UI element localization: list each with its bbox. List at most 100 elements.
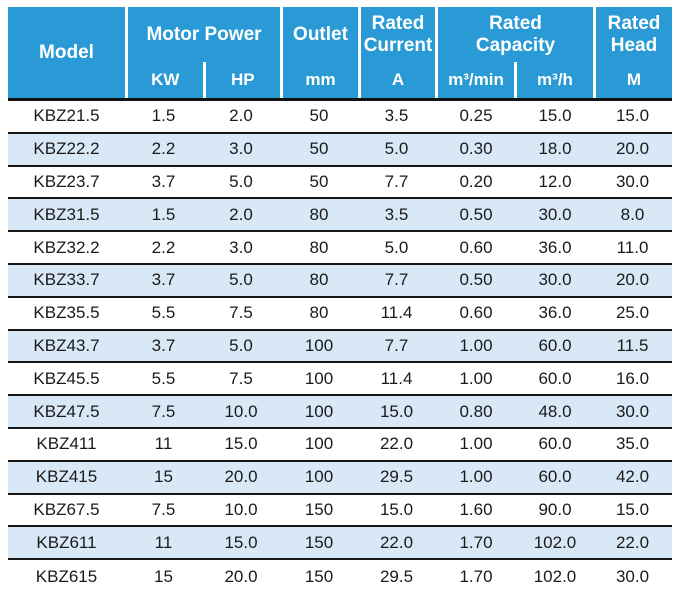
table-cell: 60.0 [538,434,572,454]
table-cell: 80 [309,270,329,290]
table-cell: 22.0 [379,532,414,552]
table-cell: 15.0 [538,106,572,126]
table-cell: KBZ411 [36,434,97,454]
table-cell: 0.60 [459,303,493,323]
table-cell: KBZ615 [35,566,98,586]
table-cell: 3.0 [229,237,253,257]
table-cell: 7.7 [384,335,409,355]
table-cell: 42.0 [615,467,650,487]
table-cell: 11 [154,532,173,552]
table-row: KBZ43.7 3.7 5.0 100 7.7 1.00 60.0 11.5 [8,330,672,364]
table-cell: 15.0 [379,499,414,519]
table-cell: 29.5 [379,467,414,487]
table-row: KBZ415 15 20.0 100 29.5 1.00 60.0 42.0 [8,461,672,495]
table-cell: 0.80 [459,401,493,421]
table-body: KBZ21.5 1.5 2.0 50 3.5 0.25 15.0 15.0 KB… [8,101,672,593]
table-cell: 10.0 [224,499,258,519]
table-cell: 5.0 [229,270,253,290]
header-model: Model [8,7,125,98]
table-cell: 1.00 [459,335,493,355]
table-cell: 29.5 [379,566,414,586]
table-cell: KBZ45.5 [33,368,100,388]
table-cell: 1.70 [459,532,493,552]
table-cell: 100 [304,434,334,454]
table-cell: 36.0 [538,303,572,323]
table-header: Model Motor Power KW HP Outlet mm Rated … [8,7,672,101]
header-current-unit: A [361,62,435,98]
table-row: KBZ35.5 5.5 7.5 80 11.4 0.60 36.0 25.0 [8,297,672,331]
table-cell: 7.5 [151,401,176,421]
table-cell: 0.25 [459,106,493,126]
table-cell: 50 [309,139,329,159]
table-cell: 25.0 [615,303,650,323]
table-cell: 5.0 [229,171,253,191]
header-rated-head-label: Rated Head [596,7,672,62]
table-cell: 0.50 [459,270,493,290]
table-cell: 11 [154,434,173,454]
table-row: KBZ22.2 2.2 3.0 50 5.0 0.30 18.0 20.0 [8,133,672,167]
table-cell: 30.0 [615,566,650,586]
table-cell: KBZ32.2 [33,237,100,257]
table-cell: 100 [304,368,334,388]
table-cell: 1.5 [151,204,176,224]
spec-table: Model Motor Power KW HP Outlet mm Rated … [8,7,672,593]
header-outlet-unit: mm [283,62,358,98]
table-cell: KBZ23.7 [33,171,100,191]
table-cell: 11.4 [380,303,413,323]
table-cell: 7.5 [229,303,253,323]
table-cell: 15.0 [615,499,650,519]
table-cell: 20.0 [224,467,258,487]
table-cell: 22.0 [379,434,414,454]
table-cell: 50 [309,106,329,126]
table-cell: 2.2 [151,139,176,159]
table-cell: 5.5 [151,303,176,323]
table-cell: 10.0 [224,401,258,421]
table-cell: KBZ47.5 [33,401,100,421]
header-model-label: Model [8,7,125,98]
header-rated-head: Rated Head M [596,7,672,98]
table-cell: 36.0 [538,237,572,257]
table-cell: 7.7 [384,171,409,191]
table-cell: 102.0 [533,566,577,586]
header-kw-label: KW [128,62,203,98]
table-cell: 150 [304,499,334,519]
table-cell: 80 [309,204,329,224]
table-cell: 48.0 [538,401,572,421]
table-cell: KBZ31.5 [33,204,100,224]
table-cell: 5.0 [384,139,409,159]
header-hp-label: HP [205,62,280,98]
table-cell: KBZ67.5 [33,499,100,519]
table-cell: 2.2 [151,237,176,257]
table-cell: 15 [154,467,173,487]
table-cell: 0.60 [459,237,493,257]
table-cell: 22.0 [615,532,650,552]
table-cell: 3.5 [384,106,409,126]
header-rated-current-label: Rated Current [361,7,435,62]
table-cell: 20.0 [224,566,258,586]
header-m3h-label: m³/h [517,62,593,98]
table-row: KBZ411 11 15.0 100 22.0 1.00 60.0 35.0 [8,428,672,462]
table-cell: 15.0 [224,434,258,454]
header-m3min-label: m³/min [438,62,514,98]
header-motor-power-units: KW HP [128,62,280,98]
table-cell: 11.0 [616,237,649,257]
header-rated-capacity: Rated Capacity m³/min m³/h [438,7,593,98]
table-row: KBZ47.5 7.5 10.0 100 15.0 0.80 48.0 30.0 [8,396,672,429]
table-cell: 90.0 [538,499,572,519]
table-cell: KBZ415 [35,467,98,487]
table-cell: 30.0 [538,270,572,290]
table-cell: 3.7 [151,171,176,191]
table-cell: 1.00 [459,434,493,454]
header-outlet-label: Outlet [283,7,358,62]
table-row: KBZ45.5 5.5 7.5 100 11.4 1.00 60.0 16.0 [8,363,672,397]
table-cell: 3.7 [151,270,176,290]
table-cell: 30.0 [615,171,650,191]
table-cell: 3.7 [151,335,176,355]
table-cell: 20.0 [615,139,650,159]
table-cell: 150 [304,566,334,586]
table-cell: 0.30 [459,139,493,159]
table-row: KBZ31.5 1.5 2.0 80 3.5 0.50 30.0 8.0 [8,199,672,233]
table-cell: 1.70 [459,566,493,586]
table-cell: 15.0 [224,532,258,552]
header-motor-power-label: Motor Power [128,7,280,62]
